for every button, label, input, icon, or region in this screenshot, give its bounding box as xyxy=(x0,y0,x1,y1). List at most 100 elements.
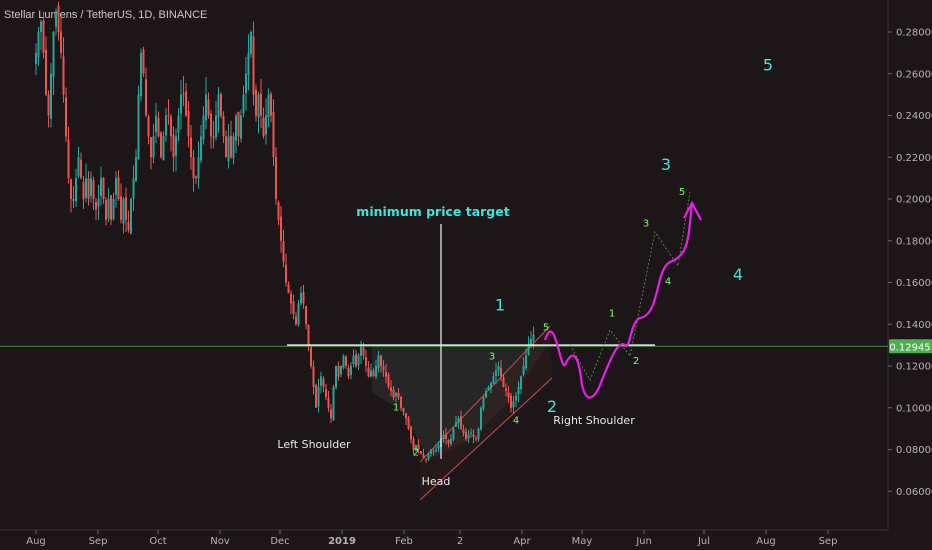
candle-body xyxy=(365,356,367,366)
candle-body xyxy=(35,52,37,65)
candle-body xyxy=(522,366,525,375)
candle-body xyxy=(460,416,462,429)
minimum-price-target-label: minimum price target xyxy=(356,204,509,219)
last-price-badge: 0.12945 xyxy=(889,339,932,354)
candle-body xyxy=(190,137,192,158)
wave-label: 5 xyxy=(679,187,685,198)
candle-body xyxy=(110,195,112,220)
candle-body xyxy=(360,345,362,356)
candle-body xyxy=(422,454,425,458)
candle-body xyxy=(230,135,232,158)
candle-body xyxy=(520,376,522,390)
candle-body xyxy=(445,433,447,440)
candle-body xyxy=(427,453,430,460)
time-tick-label: 2 xyxy=(457,536,463,547)
candle-body xyxy=(175,136,177,156)
wave-label: 4 xyxy=(733,265,743,284)
candle-body xyxy=(90,178,92,197)
time-tick-label: Apr xyxy=(513,536,531,547)
candle-body xyxy=(155,115,157,133)
time-axis[interactable]: Aug Sep Oct Nov Dec 2019 Feb 2 Apr May Jun Jul Aug Se… xyxy=(26,530,837,547)
wave-label: 3 xyxy=(643,219,649,230)
candle-body xyxy=(500,367,502,377)
candle-body xyxy=(407,417,410,429)
candle-body xyxy=(145,79,147,116)
candle-body xyxy=(157,117,160,137)
candle-body xyxy=(532,334,535,341)
candle-body xyxy=(172,134,175,158)
candle-body xyxy=(135,157,137,182)
candle-body xyxy=(425,459,427,461)
candle-body xyxy=(457,418,460,424)
candle-body xyxy=(412,438,415,450)
candle-body xyxy=(410,426,412,440)
candle-body xyxy=(242,94,245,114)
candle-body xyxy=(270,93,272,116)
wave-label: 2 xyxy=(547,397,557,416)
time-tick-label: Dec xyxy=(270,536,289,547)
candle-body xyxy=(420,451,422,454)
candle-body xyxy=(285,264,287,283)
time-tick-label: Sep xyxy=(819,536,838,547)
candle-body xyxy=(210,113,212,137)
candle-body xyxy=(100,178,102,196)
candle-body xyxy=(310,347,312,366)
candle-body xyxy=(380,355,382,366)
candle-body xyxy=(152,136,155,158)
candle-body xyxy=(312,366,315,387)
wave-label: 4 xyxy=(665,276,671,287)
candle-body xyxy=(452,428,455,440)
candle-body xyxy=(347,367,350,377)
candle-body xyxy=(170,116,172,137)
candle-body xyxy=(207,99,210,116)
candle-body xyxy=(317,386,320,407)
candle-body xyxy=(510,395,512,408)
candle-body xyxy=(142,49,145,74)
candle-body xyxy=(515,395,517,401)
candle-body xyxy=(305,305,307,325)
time-tick-label: Jul xyxy=(697,536,710,547)
candle-body xyxy=(77,157,80,176)
candle-body xyxy=(122,199,125,224)
candle-body xyxy=(382,366,385,371)
candle-body xyxy=(392,389,395,398)
candle-body xyxy=(362,347,365,356)
candle-body xyxy=(62,56,65,95)
candle-body xyxy=(95,202,97,210)
candle-body xyxy=(492,376,495,384)
candle-body xyxy=(180,94,182,114)
candle-body xyxy=(47,94,50,116)
candle-body xyxy=(227,136,230,162)
candle-body xyxy=(117,177,120,199)
candle-body xyxy=(447,440,450,444)
candle-body xyxy=(160,132,162,158)
time-tick-label: Sep xyxy=(89,536,108,547)
candle-body xyxy=(257,94,260,118)
candle-body xyxy=(70,179,72,199)
candle-body xyxy=(247,52,250,76)
candle-body xyxy=(472,434,475,437)
candle-body xyxy=(290,293,292,304)
candle-body xyxy=(455,422,457,428)
candle-body xyxy=(480,407,482,430)
candle-body xyxy=(222,115,225,137)
candle-body xyxy=(372,370,375,377)
candle-body xyxy=(75,178,77,202)
candle-body xyxy=(505,388,507,392)
candle-body xyxy=(252,36,255,95)
candle-body xyxy=(272,112,275,158)
candle-body xyxy=(295,316,297,325)
candle-body xyxy=(177,115,180,133)
candle-body xyxy=(345,356,347,366)
candle-body xyxy=(120,196,122,220)
candle-body xyxy=(45,49,47,95)
candle-body xyxy=(322,378,325,387)
candle-body xyxy=(72,199,75,202)
candle-body xyxy=(167,115,170,117)
candle-body xyxy=(300,292,302,304)
candle-body xyxy=(262,117,265,137)
